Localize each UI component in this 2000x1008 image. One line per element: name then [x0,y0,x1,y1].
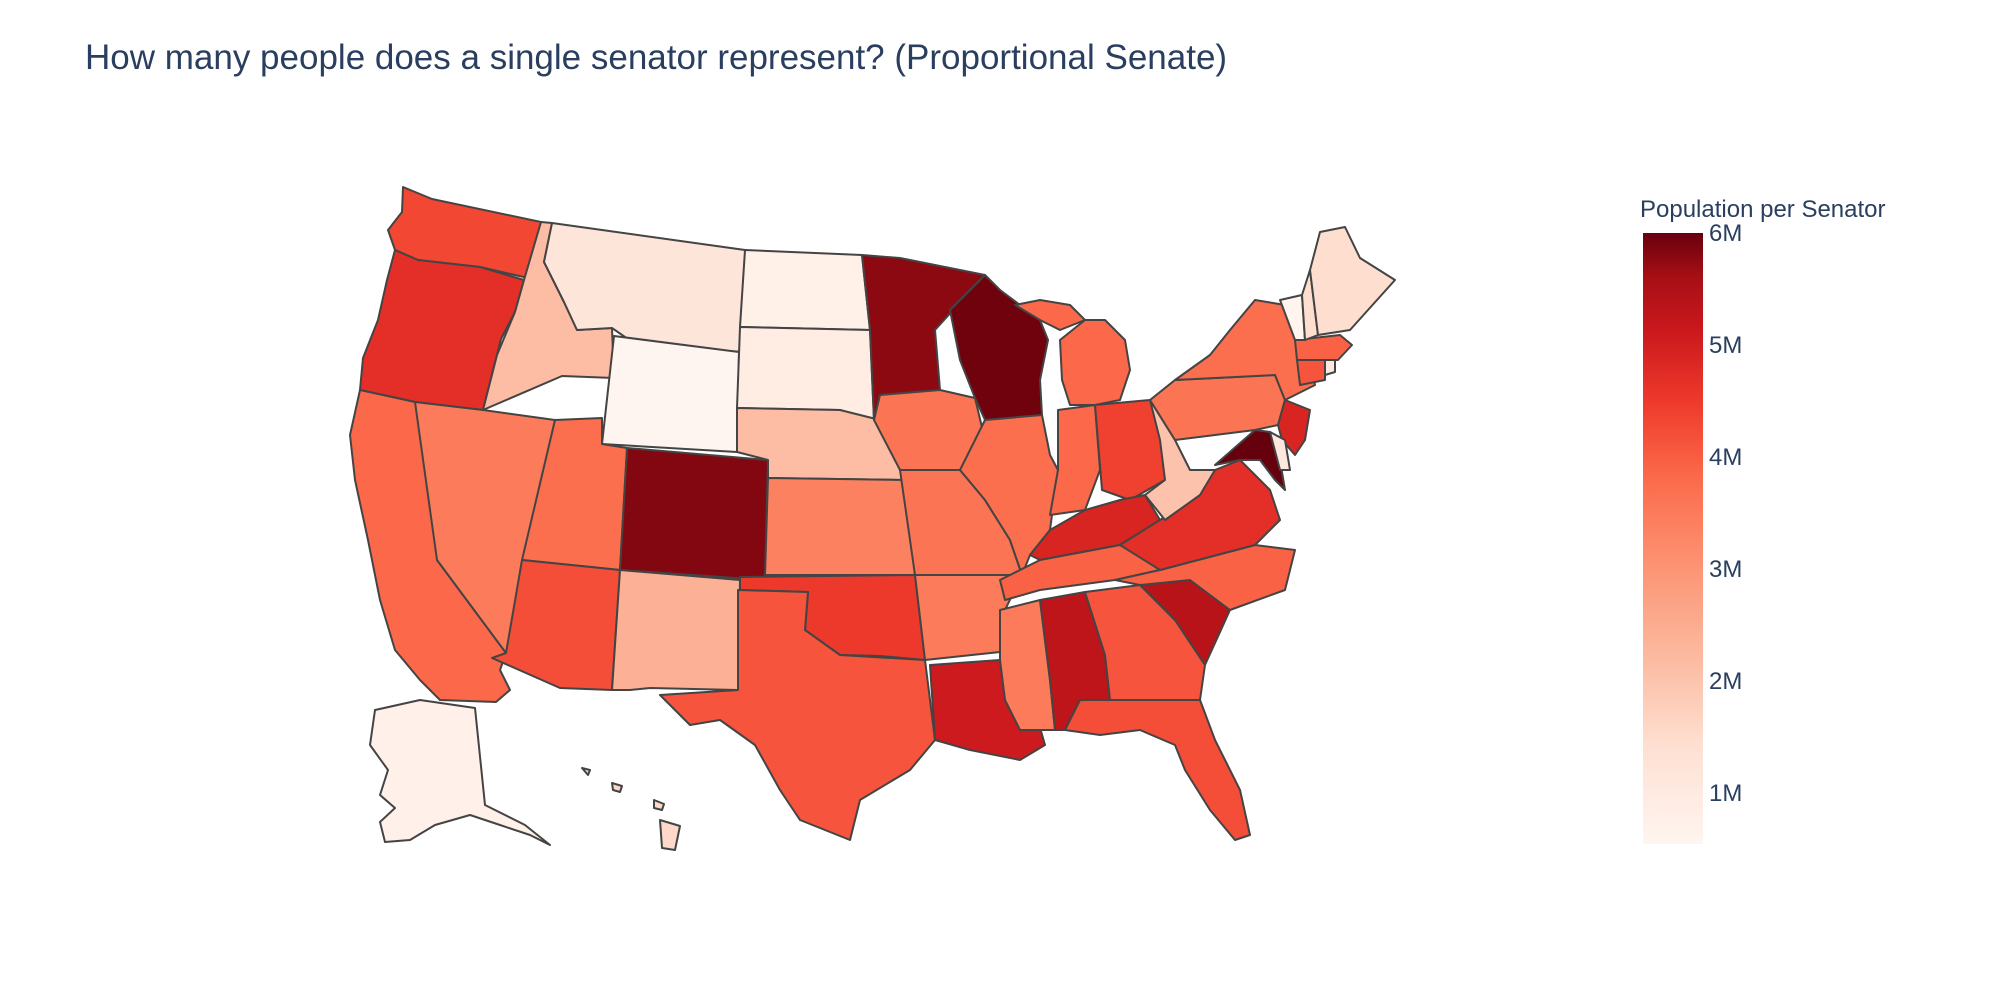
state-nm[interactable] [611,569,741,691]
state-md[interactable] [1214,429,1286,491]
colorbar-tick: 6M [1709,220,1743,247]
states-layer [349,186,1396,851]
colorbar-tick: 4M [1709,444,1743,471]
state-ks[interactable] [764,477,916,576]
map-title: How many people does a single senator re… [85,38,1228,77]
state-fl[interactable] [1064,699,1251,841]
state-me[interactable] [1309,226,1396,336]
state-in[interactable] [1049,404,1101,516]
colorbar-tick: 1M [1709,780,1743,807]
colorbar-title: Population per Senator [1640,196,1886,223]
colorbar-gradient [1643,233,1703,844]
state-co[interactable] [619,447,769,581]
colorbar-tick: 3M [1709,556,1743,583]
state-de[interactable] [1269,431,1291,471]
state-ma[interactable] [1294,334,1353,361]
state-wv[interactable] [1144,399,1216,521]
state-pa[interactable] [1149,374,1286,441]
state-ak[interactable] [369,699,551,846]
state-sd[interactable] [736,326,875,421]
state-tx[interactable] [659,589,936,841]
state-hi[interactable] [581,767,681,851]
colorbar-tick: 2M [1709,668,1743,695]
state-mi[interactable] [1014,299,1131,406]
colorbar-legend: Population per Senator 6M 5M 4M 3M 2M 1M [1640,196,1940,856]
colorbar-tick: 5M [1709,332,1743,359]
state-nd[interactable] [739,249,871,331]
state-wy[interactable] [601,335,740,453]
